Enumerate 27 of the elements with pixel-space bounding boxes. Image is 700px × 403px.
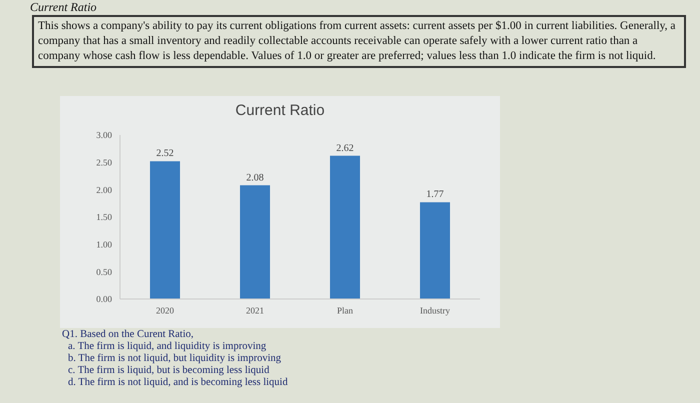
y-tick-label: 1.50 bbox=[96, 212, 112, 222]
text: b. The firm is not liquid, but liquidity is improving bbox=[67, 353, 282, 365]
y-tick-label: 2.00 bbox=[96, 184, 112, 195]
chart-title: Current Ratio bbox=[234, 102, 326, 119]
x-tick-label: Industry bbox=[420, 305, 450, 316]
bar bbox=[330, 156, 360, 299]
bar bbox=[150, 161, 180, 299]
y-tick-label: 0.50 bbox=[96, 266, 112, 277]
data-label: 2.08 bbox=[246, 172, 264, 184]
y-tick-label: 2.50 bbox=[96, 158, 112, 168]
bar bbox=[240, 185, 270, 299]
text: d. The firm is not liquid, and is becoming less liquid bbox=[67, 377, 288, 389]
text: Q1. Based on the Curent Ratio, bbox=[62, 329, 195, 341]
y-tick-label: 1.00 bbox=[96, 240, 112, 250]
x-tick-label: 2021 bbox=[246, 305, 264, 316]
x-tick-label: 2020 bbox=[156, 305, 174, 316]
data-label: 1.77 bbox=[426, 189, 444, 200]
data-label: 2.52 bbox=[156, 148, 174, 160]
data-label: 2.62 bbox=[336, 142, 354, 154]
text: This shows a company's ability to pay its current obligations from current assets: current assets per $1.00 in current liabilities. Generally, a company that has a small inventory and readily collectable accounts receivable can operate safely with a lower current ratio than a company whose cash flow is less dependable. Values of 1.0 or greater are preferred; values less than 1.0 indicate the firm is not liquid. bbox=[32, 15, 686, 68]
y-tick-label: 3.00 bbox=[96, 130, 112, 140]
text: Current Ratio bbox=[30, 0, 97, 15]
y-tick-label: 0.00 bbox=[96, 294, 112, 304]
text: c. The firm is liquid, but is becoming less liquid bbox=[67, 365, 270, 377]
bar bbox=[420, 202, 450, 299]
x-tick-label: Plan bbox=[336, 305, 354, 316]
text: a. The firm is liquid, and liquidity is improving bbox=[67, 341, 268, 353]
